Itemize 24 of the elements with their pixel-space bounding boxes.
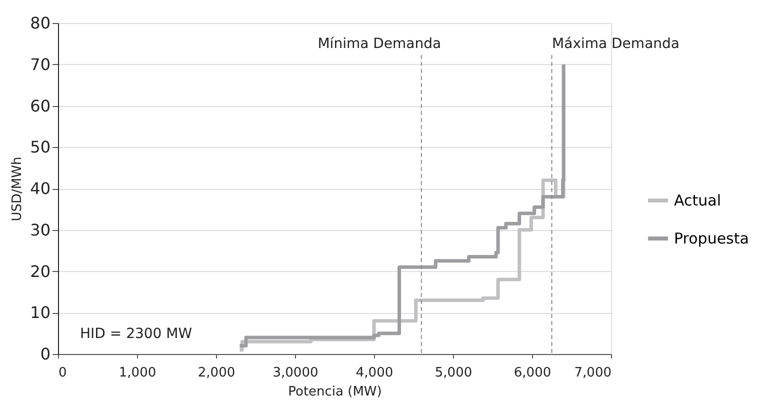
legend-label: Actual bbox=[674, 192, 721, 210]
x-tick-label: 7,000 bbox=[574, 366, 612, 380]
ref-line-label: Máxima Demanda bbox=[552, 36, 680, 52]
x-tick-label: 2,000 bbox=[198, 366, 236, 380]
y-tick-label: 70 bbox=[30, 54, 50, 74]
y-tick-label: 10 bbox=[30, 303, 50, 322]
annotation: HID = 2300 MW bbox=[80, 326, 192, 342]
x-axis-title: Potencia (MW) bbox=[288, 384, 382, 400]
x-tick-label: 5,000 bbox=[434, 366, 472, 380]
legend-label: Propuesta bbox=[674, 230, 749, 248]
x-tick-label: 6,000 bbox=[514, 366, 552, 380]
y-tick-label: 80 bbox=[30, 14, 50, 32]
x-tick-label: 4,000 bbox=[356, 366, 394, 380]
x-tick-label: 0 bbox=[58, 366, 67, 380]
y-axis-title: USD/MWh bbox=[10, 156, 26, 222]
x-tick-label: 3,0000 bbox=[272, 366, 318, 380]
y-tick-label: 30 bbox=[30, 220, 50, 240]
y-tick-label: 60 bbox=[30, 96, 50, 116]
ref-line-label: Mínima Demanda bbox=[318, 36, 442, 52]
y-tick-label: 0 bbox=[40, 344, 50, 364]
y-tick-label: 50 bbox=[30, 138, 50, 157]
y-tick-label: 40 bbox=[30, 179, 50, 198]
x-tick-label: 1,000 bbox=[118, 366, 156, 380]
y-tick-label: 20 bbox=[30, 262, 50, 281]
